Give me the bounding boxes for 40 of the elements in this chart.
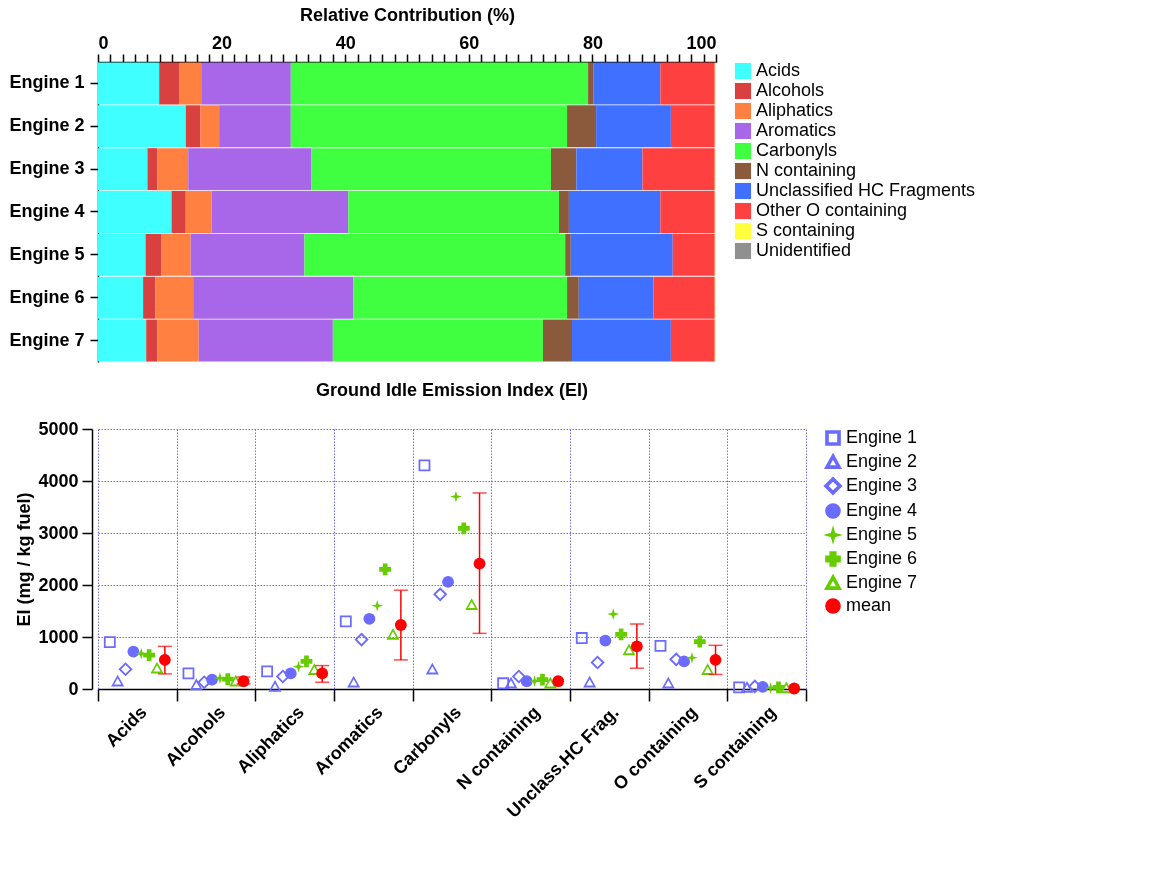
legend-label: Engine 6 <box>846 548 918 568</box>
y-tick-label: Engine 5 <box>9 243 85 264</box>
y-tick-label: 0 <box>68 678 79 699</box>
legend-label: Carbonyls <box>756 140 838 160</box>
y-tick-label: Engine 1 <box>9 72 85 93</box>
x-axis-title: Relative Contribution (%) <box>300 4 515 25</box>
x-tick-label: 40 <box>335 32 356 53</box>
y-tick-label: Engine 4 <box>9 201 85 221</box>
y-axis-title: EI (mg / kg fuel) <box>14 492 35 627</box>
legend-label: Other O containing <box>756 200 908 220</box>
y-tick-label: Engine 7 <box>9 329 85 350</box>
legend-label: Unclassified HC Fragments <box>756 180 976 200</box>
chart-title: Ground Idle Emission Index (EI) <box>315 380 589 400</box>
x-tick-label: 80 <box>582 32 603 53</box>
y-tick-label: 1000 <box>38 626 79 647</box>
legend-label: mean <box>846 595 892 615</box>
legend-label: Aliphatics <box>756 100 834 120</box>
legend-label: Engine 4 <box>846 500 918 520</box>
y-tick-label: Engine 3 <box>9 158 85 179</box>
legend-label: Alcohols <box>756 80 825 100</box>
legend-label: S containing <box>756 220 856 240</box>
y-tick-label: 2000 <box>38 574 79 595</box>
legend-label: Engine 2 <box>846 451 918 471</box>
y-tick-label: Engine 2 <box>9 115 85 136</box>
x-tick-label: 0 <box>98 32 109 53</box>
legend-label: Aromatics <box>756 120 837 140</box>
y-tick-label: 4000 <box>38 470 79 491</box>
x-tick-label: 100 <box>686 32 717 53</box>
legend-label: Engine 1 <box>846 427 918 447</box>
y-tick-label: 3000 <box>38 522 79 543</box>
y-tick-label: 5000 <box>38 418 79 439</box>
legend-label: Engine 3 <box>846 475 918 495</box>
legend-label: N containing <box>756 160 857 180</box>
legend-label: Engine 7 <box>846 572 918 592</box>
legend-label: Acids <box>756 60 801 80</box>
x-tick-label: 60 <box>459 32 480 53</box>
legend-label: Engine 5 <box>846 524 918 544</box>
x-tick-label: 20 <box>212 32 233 53</box>
y-tick-label: Engine 6 <box>9 286 85 307</box>
legend-label: Unidentified <box>756 240 852 260</box>
